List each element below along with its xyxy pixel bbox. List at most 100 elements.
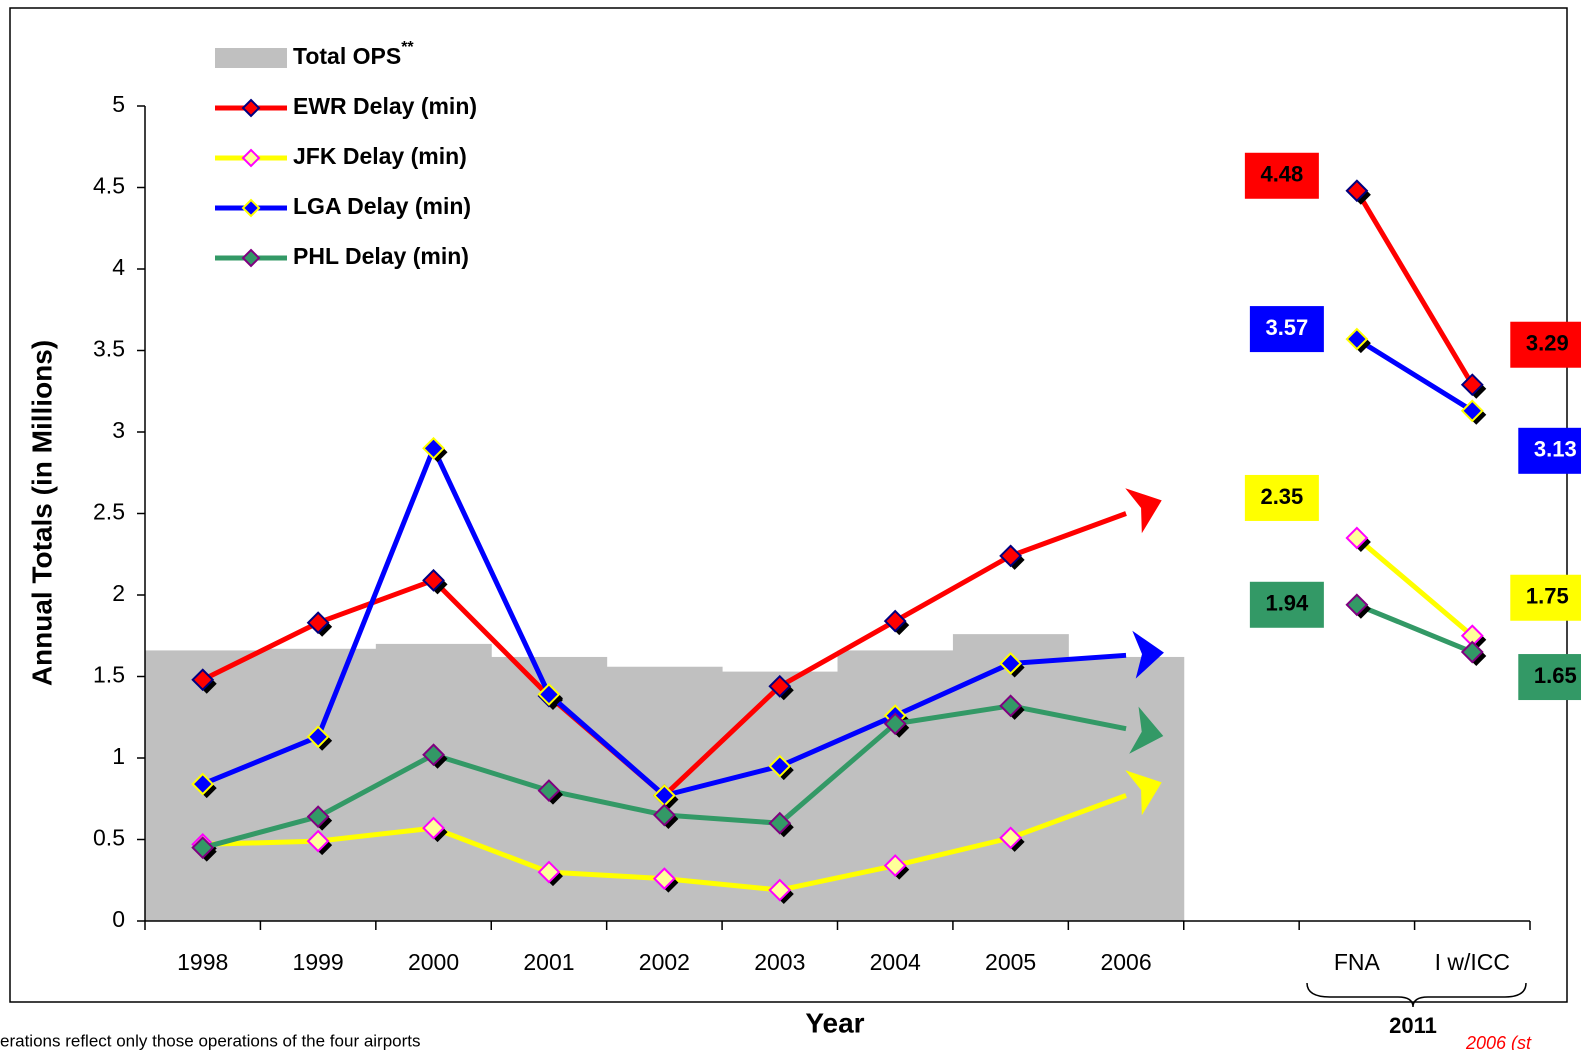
y-tick-label: 2.5	[93, 499, 125, 525]
x-tick-label: 1998	[177, 949, 228, 975]
data-label-box	[1510, 574, 1581, 621]
legend-marker	[241, 148, 261, 168]
trend-arrow	[1129, 706, 1164, 754]
data-label-box	[1510, 321, 1581, 368]
y-tick-label: 1	[112, 743, 125, 769]
marker	[191, 836, 215, 860]
y-tick-label: 3.5	[93, 336, 125, 362]
footnote: erations reflect only those operations o…	[0, 1031, 421, 1050]
legend-label: EWR Delay (min)	[293, 93, 477, 119]
trend-arrow	[1125, 488, 1162, 534]
bar	[952, 634, 1069, 921]
marker	[768, 811, 792, 835]
marker	[1345, 593, 1369, 617]
marker	[306, 611, 330, 635]
data-label: 1.65	[1534, 663, 1577, 688]
bar	[837, 650, 954, 921]
trend-arrow	[1125, 770, 1162, 816]
x-tick-label: 2000	[408, 949, 459, 975]
marker	[652, 867, 676, 891]
marker	[537, 683, 561, 706]
legend-label: LGA Delay (min)	[293, 193, 471, 219]
legend-superscript: **	[401, 39, 414, 56]
data-label-box	[1249, 306, 1324, 353]
marker	[537, 779, 561, 803]
x-tick-label: 1999	[293, 949, 344, 975]
y-tick-label: 4	[112, 254, 125, 280]
data-label: 3.13	[1534, 437, 1577, 462]
marker	[306, 805, 330, 829]
marker	[537, 860, 561, 884]
trend-arrow	[1132, 630, 1164, 679]
legend-marker	[241, 248, 261, 268]
data-label-box	[1244, 474, 1319, 521]
x-axis-label: Year	[805, 1007, 864, 1038]
marker	[422, 436, 445, 460]
y-tick-label: 0.5	[93, 825, 125, 851]
marker	[422, 816, 445, 840]
marker	[422, 743, 445, 767]
marker	[652, 803, 676, 827]
group-label: 2011	[1389, 1013, 1437, 1038]
legend-swatch	[215, 48, 287, 68]
y-tick-label: 2	[112, 580, 125, 606]
marker	[306, 829, 330, 853]
marker	[191, 668, 215, 692]
x-tick-label: 2006	[1100, 949, 1151, 975]
legend-label: JFK Delay (min)	[293, 143, 467, 169]
y-tick-label: 1.5	[93, 662, 125, 688]
x-tick-label: 2002	[639, 949, 690, 975]
data-label-box	[1249, 581, 1324, 628]
legend-label: PHL Delay (min)	[293, 243, 469, 269]
marker	[883, 712, 907, 736]
marker	[883, 609, 907, 633]
marker	[306, 725, 330, 749]
bar	[260, 648, 377, 921]
data-label: 3.29	[1526, 331, 1569, 356]
data-label: 4.48	[1260, 162, 1303, 187]
x-tick-label: 2001	[523, 949, 574, 975]
x-tick-label: 2003	[754, 949, 805, 975]
marker	[1345, 526, 1369, 550]
y-tick-label: 3	[112, 417, 125, 443]
data-label: 2.35	[1260, 484, 1303, 509]
legend-marker	[241, 198, 261, 218]
x-tick-label: 2005	[985, 949, 1036, 975]
legend-text: Total OPS	[293, 43, 401, 69]
y-tick-label: 5	[112, 91, 125, 117]
bar	[1068, 656, 1185, 921]
marker	[422, 568, 445, 592]
data-label: 1.75	[1526, 584, 1569, 609]
marker	[768, 878, 792, 902]
marker	[999, 826, 1023, 850]
bar	[375, 643, 492, 921]
marker	[1460, 399, 1484, 423]
data-label: 3.57	[1265, 315, 1308, 340]
marker	[883, 854, 907, 877]
legend-marker	[241, 98, 261, 118]
x-tick-label: 2004	[870, 949, 921, 975]
marker	[1345, 327, 1369, 351]
marker	[768, 754, 792, 778]
data-label-box	[1518, 654, 1581, 701]
marker	[768, 674, 792, 698]
marker	[999, 652, 1023, 675]
marker	[1460, 373, 1484, 397]
y-tick-label: 0	[112, 906, 125, 932]
legend-label: Total OPS**	[293, 39, 414, 69]
x-tick-label: FNA	[1334, 949, 1381, 975]
data-label: 1.94	[1265, 591, 1309, 616]
source-note: 2006 (st	[1465, 1033, 1532, 1050]
y-tick-label: 4.5	[93, 173, 125, 199]
marker	[999, 544, 1023, 568]
y-axis-label: Annual Totals (in Millions)	[26, 340, 57, 686]
marker	[1460, 640, 1484, 664]
data-label-box	[1244, 152, 1319, 199]
marker	[999, 694, 1023, 718]
marker	[191, 772, 215, 796]
data-label-box	[1518, 427, 1581, 474]
marker	[1345, 179, 1369, 203]
x-tick-label: I w/ICC	[1435, 949, 1510, 975]
group-brace	[1306, 982, 1527, 1008]
